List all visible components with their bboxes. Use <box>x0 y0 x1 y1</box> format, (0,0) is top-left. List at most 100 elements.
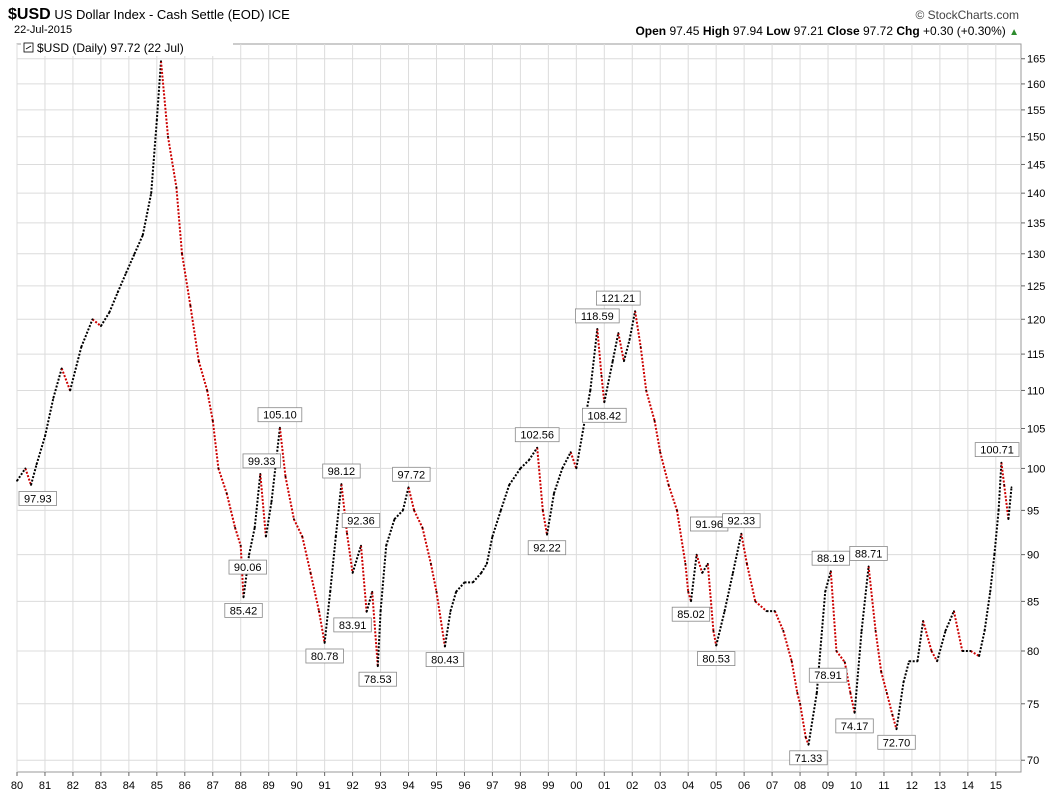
price-point <box>206 389 209 392</box>
price-segment <box>100 311 111 327</box>
price-point <box>782 629 785 632</box>
price-point <box>242 596 245 599</box>
x-tick-label: 10 <box>850 780 862 792</box>
annotation-label: 85.42 <box>230 605 258 617</box>
price-segment <box>234 527 242 546</box>
y-tick-label: 125 <box>1027 281 1045 293</box>
price-series <box>16 60 1013 746</box>
price-point <box>1000 461 1003 464</box>
price-point <box>617 332 620 334</box>
price-point <box>765 610 768 612</box>
x-tick-label: 85 <box>151 780 163 792</box>
annotation-label: 105.10 <box>263 410 297 422</box>
annotation-label: 92.33 <box>728 516 756 528</box>
price-annotation: 78.53 <box>358 671 397 687</box>
annotation-label: 83.91 <box>339 620 367 632</box>
price-point <box>853 712 856 714</box>
price-point <box>978 655 980 657</box>
price-point <box>690 600 692 603</box>
x-tick-label: 12 <box>906 780 918 792</box>
price-segment <box>309 572 320 612</box>
price-segment <box>575 420 586 469</box>
price-point <box>527 459 530 462</box>
price-segment <box>667 484 678 511</box>
price-point <box>393 518 396 520</box>
price-point <box>480 572 483 574</box>
price-point <box>508 484 511 486</box>
price-segment <box>611 332 620 362</box>
annotation-box <box>242 453 281 469</box>
price-point <box>930 650 933 652</box>
annotation-box <box>224 603 263 618</box>
price-segment <box>715 610 726 646</box>
price-point <box>444 645 446 648</box>
price-segment <box>754 600 768 612</box>
y-tick-label: 135 <box>1027 218 1045 230</box>
x-tick-label: 00 <box>570 780 582 792</box>
price-segment <box>225 493 237 529</box>
chart-date: 22-Jul-2015 <box>14 24 73 36</box>
price-point <box>270 500 273 503</box>
y-tick-label: 155 <box>1027 105 1045 117</box>
price-annotation: 121.21 <box>596 290 641 306</box>
annotation-box <box>358 671 397 687</box>
price-point <box>217 467 220 470</box>
price-annotation: 72.70 <box>877 734 916 750</box>
price-point <box>754 600 757 603</box>
price-point <box>430 562 432 565</box>
y-tick-label: 90 <box>1027 550 1039 562</box>
y-tick-label: 115 <box>1027 349 1045 361</box>
price-point <box>155 119 158 122</box>
price-segment <box>60 368 72 391</box>
price-segment <box>596 328 603 376</box>
price-segment <box>653 420 662 453</box>
high-label: High <box>702 24 730 38</box>
annotation-label: 121.21 <box>601 293 635 305</box>
annotation-box <box>333 617 372 633</box>
annotation-box <box>341 513 381 528</box>
price-point <box>589 389 592 392</box>
price-segment <box>248 527 256 555</box>
price-point <box>141 234 144 237</box>
price-annotation: 88.19 <box>811 550 850 566</box>
price-point <box>133 252 136 255</box>
price-point <box>100 325 102 327</box>
annotation-label: 97.93 <box>24 494 52 506</box>
price-segment <box>639 346 648 391</box>
price-annotation: 83.91 <box>333 617 372 633</box>
annotation-box <box>305 648 344 664</box>
price-point <box>52 397 55 399</box>
y-tick-label: 140 <box>1027 188 1045 200</box>
price-annotation: 80.53 <box>697 651 736 666</box>
price-point <box>807 743 810 746</box>
price-point <box>1010 486 1013 489</box>
y-tick-label: 160 <box>1027 79 1045 91</box>
annotation-label: 78.53 <box>364 674 392 686</box>
price-segment <box>952 610 964 652</box>
price-point <box>546 533 548 536</box>
x-tick-label: 88 <box>235 780 247 792</box>
price-point <box>880 670 883 673</box>
price-segment <box>804 736 810 746</box>
price-segment <box>731 533 743 574</box>
annotation-label: 85.02 <box>677 609 705 621</box>
price-segment <box>745 563 757 602</box>
close-label: Close <box>826 24 860 38</box>
price-point <box>536 446 539 449</box>
price-point <box>561 467 564 470</box>
x-tick-label: 92 <box>346 780 358 792</box>
annotation-box <box>582 407 627 423</box>
x-tick-label: 11 <box>878 780 889 792</box>
price-point <box>284 475 287 478</box>
price-point <box>611 360 614 363</box>
brand-watermark[interactable]: © StockCharts.com <box>915 8 1019 22</box>
price-segment <box>197 360 209 391</box>
price-point <box>413 509 415 512</box>
price-segment <box>891 714 898 730</box>
chg-label: Chg <box>896 24 920 38</box>
price-point <box>895 728 898 731</box>
x-tick-label: 95 <box>430 780 442 792</box>
price-point <box>969 650 972 652</box>
open-value: 97.45 <box>669 24 700 38</box>
